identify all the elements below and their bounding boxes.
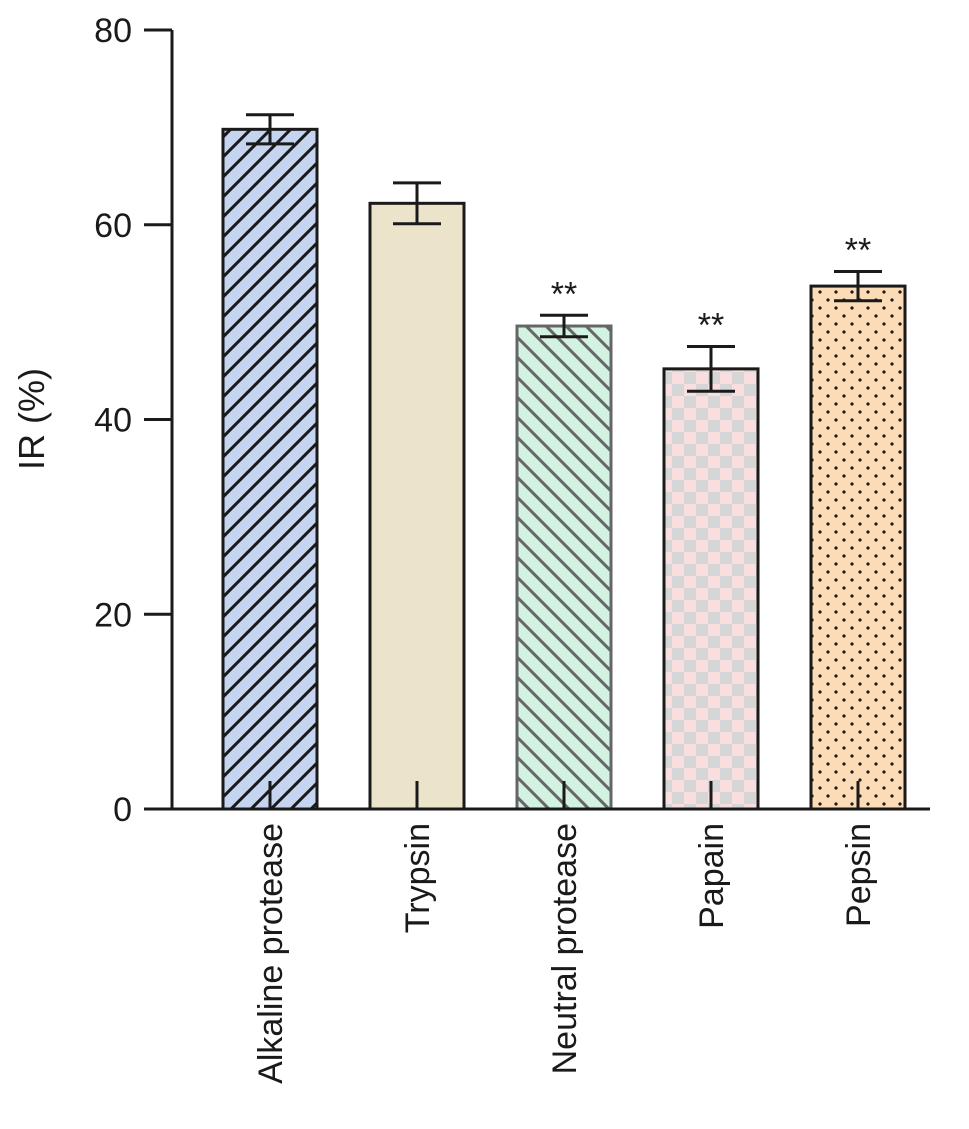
significance-marker: ** [698, 306, 724, 344]
bar-group: ** [809, 231, 907, 811]
bar [662, 367, 760, 811]
bar-group: ** [515, 275, 613, 811]
bar-group [221, 113, 319, 811]
y-axis: 0 20 40 60 80 [94, 12, 174, 829]
significance-marker: ** [845, 231, 871, 269]
bars: ** ** ** [221, 113, 907, 811]
y-tick-label: 40 [94, 402, 132, 440]
y-tick-label: 60 [94, 207, 132, 245]
bar [221, 127, 319, 811]
bar [368, 201, 466, 811]
x-tick-label: Neutral protease [546, 823, 584, 1074]
y-tick-label: 80 [94, 12, 132, 50]
x-tick-label: Pepsin [840, 823, 878, 927]
y-tick-label: 0 [113, 791, 132, 829]
x-axis: Alkaline protease Trypsin Neutral protease… [144, 781, 930, 1084]
bar-group: ** [662, 306, 760, 811]
bar-group [368, 181, 466, 811]
x-tick-label: Papain [693, 823, 731, 929]
significance-marker: ** [551, 275, 577, 313]
x-tick-label: Trypsin [399, 823, 437, 933]
y-tick-label: 20 [94, 596, 132, 634]
x-tick-label: Alkaline protease [252, 823, 290, 1084]
bar [809, 284, 907, 811]
bar [515, 324, 613, 811]
y-axis-label: IR (%) [11, 368, 52, 470]
